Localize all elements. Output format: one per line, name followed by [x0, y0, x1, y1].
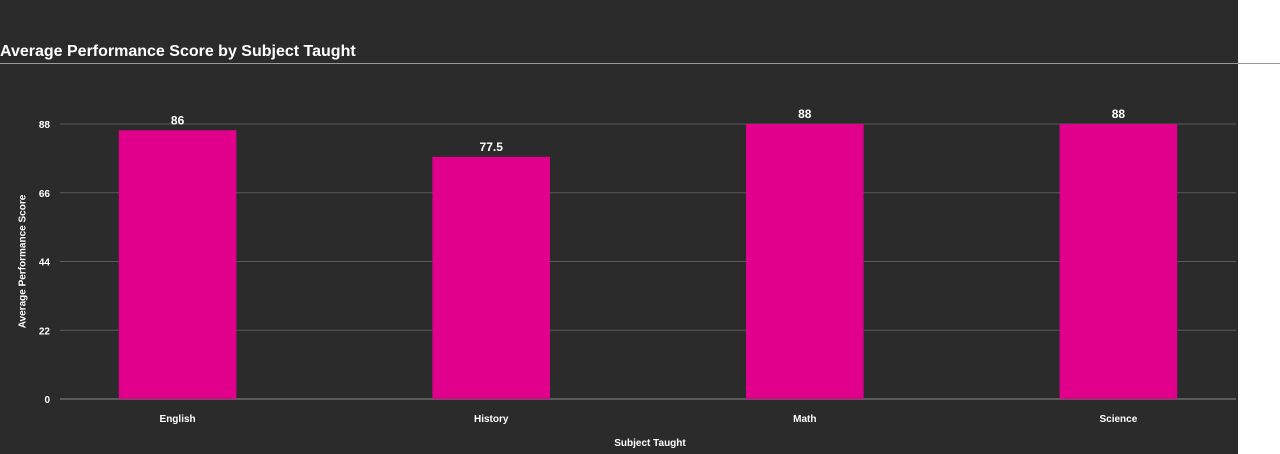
y-axis-title: Average Performance Score: [18, 194, 29, 328]
y-axis-ticks: 0 22 44 66 88: [39, 120, 51, 406]
data-label-math: 88: [798, 107, 812, 121]
y-tick-label: 0: [44, 395, 50, 406]
x-tick-label: English: [160, 414, 196, 425]
x-tick-label: History: [474, 414, 509, 425]
y-tick-label: 88: [39, 120, 51, 131]
data-label-science: 88: [1112, 107, 1126, 121]
y-tick-label: 66: [39, 189, 51, 200]
gridlines: [60, 123, 1236, 400]
bar-english[interactable]: [118, 130, 237, 399]
chart-title: Average Performance Score by Subject Tau…: [0, 43, 356, 60]
x-axis-ticks: English History Math Science: [160, 414, 1138, 425]
data-labels: 86 77.5 88 88: [171, 107, 1125, 154]
data-label-history: 77.5: [480, 140, 504, 154]
bar-math[interactable]: [746, 124, 864, 399]
bar-history[interactable]: [432, 156, 550, 399]
title-divider: [0, 63, 1280, 64]
x-axis-title: Subject Taught: [614, 438, 686, 449]
data-label-english: 86: [171, 113, 185, 127]
bars: [118, 124, 1178, 399]
y-tick-label: 44: [39, 258, 51, 269]
bar-science[interactable]: [1059, 124, 1178, 399]
y-tick-label: 22: [39, 326, 51, 337]
x-tick-label: Science: [1099, 414, 1137, 425]
x-tick-label: Math: [793, 414, 816, 425]
